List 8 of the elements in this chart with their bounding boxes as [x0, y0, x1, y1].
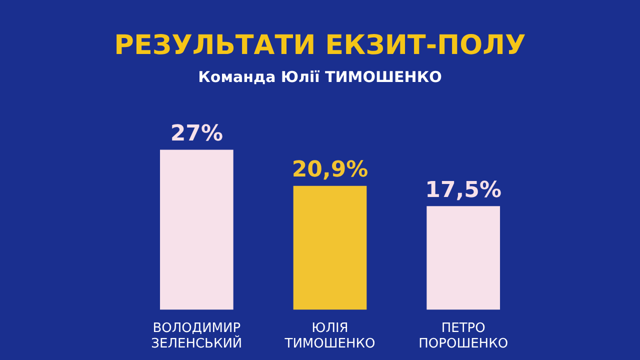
data-label: 27%	[170, 122, 224, 146]
chart-title: РЕЗУЛЬТАТИ ЕКЗИТ-ПОЛУ	[113, 30, 527, 61]
data-label: 20,9%	[292, 158, 368, 183]
x-tick-label: ВОЛОДИМИР ЗЕЛЕНСЬКИЙ	[151, 320, 242, 352]
data-label: 17,5%	[425, 178, 502, 203]
chart-subtitle: Команда Юлії ТИМОШЕНКО	[197, 68, 443, 86]
x-tick-label: ЮЛІЯ ТИМОШЕНКО	[284, 320, 376, 352]
x-tick-label: ПЕТРО ПОРОШЕНКО	[418, 320, 508, 352]
